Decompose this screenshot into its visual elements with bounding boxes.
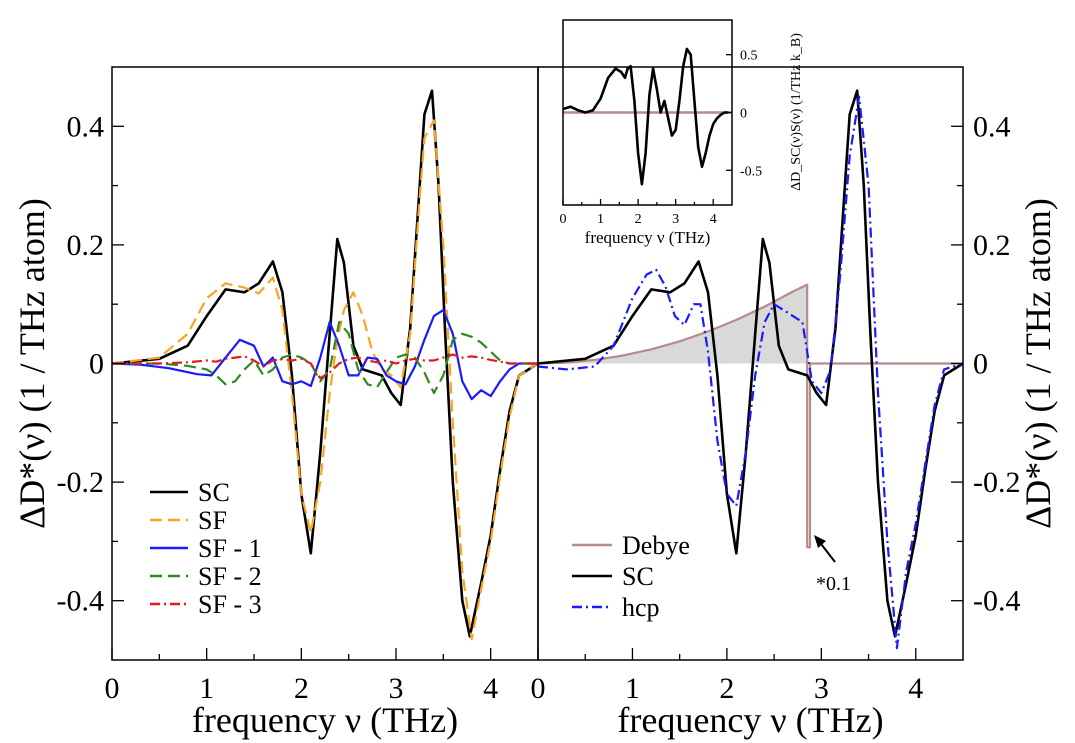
inset-panel: 0 1 2 3 4 -0.5 0 0.5 frequency ν (THz) ΔD_SC(ν)S(…: [560, 19, 804, 247]
legend-label: Debye: [622, 531, 690, 560]
series-line-sf: [111, 119, 539, 641]
legend-label: SF - 2: [198, 562, 262, 591]
legend-label: SF: [198, 506, 227, 535]
x-tick-label: 2: [294, 672, 309, 705]
y-tick-label: -0.4: [973, 585, 1021, 618]
x-tick-label: 4: [908, 672, 923, 705]
x-tick-label: 1: [625, 672, 640, 705]
x-tick-label: 4: [710, 212, 717, 227]
series-line-sf-1: [111, 309, 538, 401]
y-tick-label: 0: [740, 107, 747, 122]
x-tick-label: 2: [635, 212, 642, 227]
x-tick-label: 3: [814, 672, 829, 705]
legend-label: SF - 1: [198, 534, 262, 563]
annotation-label: *0.1: [816, 573, 851, 595]
series-fill-debye: [538, 284, 808, 364]
y-tick-label: 0.4: [67, 110, 105, 143]
x-tick-label: 0: [560, 212, 567, 227]
y-tick-label: 0.2: [973, 229, 1011, 262]
x-axis-label: frequency ν (THz): [585, 228, 711, 247]
x-tick-label: 0: [105, 672, 120, 705]
x-tick-label: 3: [672, 212, 679, 227]
series-line-sc: [562, 47, 729, 186]
series-line-hcp: [537, 95, 964, 650]
y-tick-label: 0.2: [67, 229, 105, 262]
x-tick-label: 4: [483, 672, 498, 705]
y-tick-label: 0: [89, 348, 104, 381]
series-line-sc: [111, 89, 539, 638]
x-tick-label: 0: [531, 672, 546, 705]
x-tick-label: 1: [597, 212, 604, 227]
x-tick-label: 3: [389, 672, 404, 705]
y-axis-label: ΔD*(ν) (1 / THz atom): [12, 198, 52, 529]
x-axis-label: frequency ν (THz): [617, 700, 883, 740]
series-line-sf-3: [112, 353, 538, 380]
y-tick-label: -0.2: [57, 466, 105, 499]
y-tick-label: 0.4: [973, 110, 1011, 143]
annotation-arrowhead: [814, 535, 826, 548]
y-axis-label: ΔD*(ν) (1 / THz atom): [1018, 198, 1058, 529]
left-panel: 0 1 2 3 4 -0.4 -0.2 0 0.2 0.4 frequency ν (THz) ΔD*…: [12, 66, 539, 740]
series-line-debye: [537, 283, 963, 549]
y-tick-label: -0.2: [973, 466, 1021, 499]
y-tick-label: 0: [973, 348, 988, 381]
legend-label: SF - 3: [198, 590, 262, 619]
legend-label: SC: [622, 562, 654, 591]
inset-y-axis-label: ΔD_SC(ν)S(ν) (1/THz k_B): [789, 33, 804, 191]
legend-label: hcp: [622, 593, 660, 622]
x-tick-label: 1: [199, 672, 214, 705]
legend-label: SC: [198, 478, 230, 507]
y-tick-label: -0.5: [740, 164, 762, 179]
x-tick-label: 2: [719, 672, 734, 705]
y-tick-label: -0.4: [57, 585, 105, 618]
y-tick-label: 0.5: [740, 49, 758, 64]
series-line-sf-2: [112, 320, 538, 395]
right-panel: 0 1 2 3 4 -0.4 -0.2 0 0.2 0.4 frequency ν (THz) ΔD*…: [531, 66, 1058, 740]
x-axis-label: frequency ν (THz): [192, 700, 458, 740]
